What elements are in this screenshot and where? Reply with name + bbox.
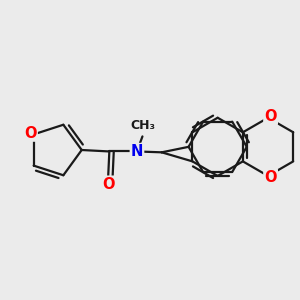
Text: O: O: [264, 170, 277, 185]
Text: N: N: [131, 144, 143, 159]
Text: O: O: [102, 177, 114, 192]
Text: CH₃: CH₃: [130, 119, 155, 132]
Text: O: O: [24, 126, 37, 141]
Text: O: O: [264, 109, 277, 124]
